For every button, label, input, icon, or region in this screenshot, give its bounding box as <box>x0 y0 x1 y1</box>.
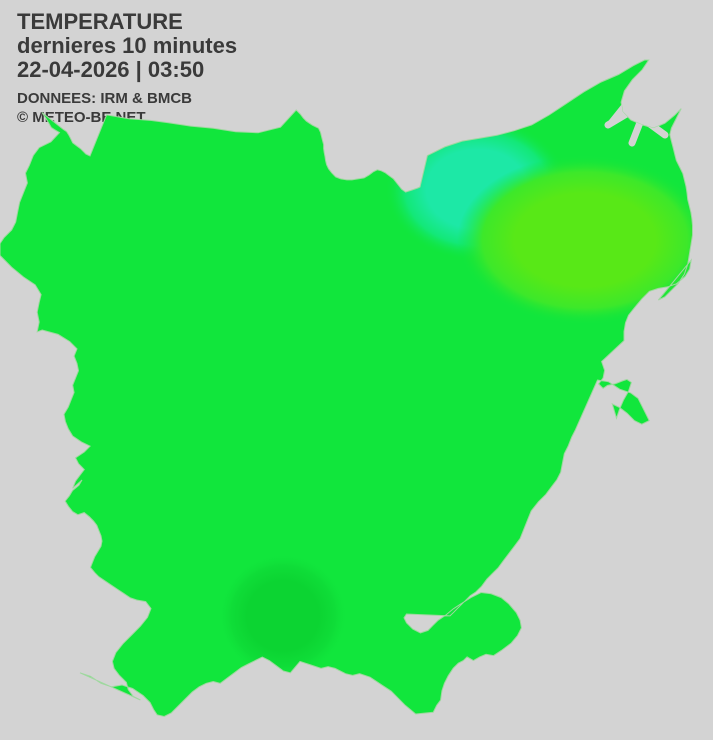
svg-text:DONNEES: IRM & BMCB: DONNEES: IRM & BMCB <box>17 90 192 107</box>
svg-text:TEMPERATURE: TEMPERATURE <box>17 9 183 34</box>
svg-text:dernieres 10 minutes: dernieres 10 minutes <box>17 33 237 58</box>
svg-text:22-04-2026 | 03:50: 22-04-2026 | 03:50 <box>17 57 204 82</box>
